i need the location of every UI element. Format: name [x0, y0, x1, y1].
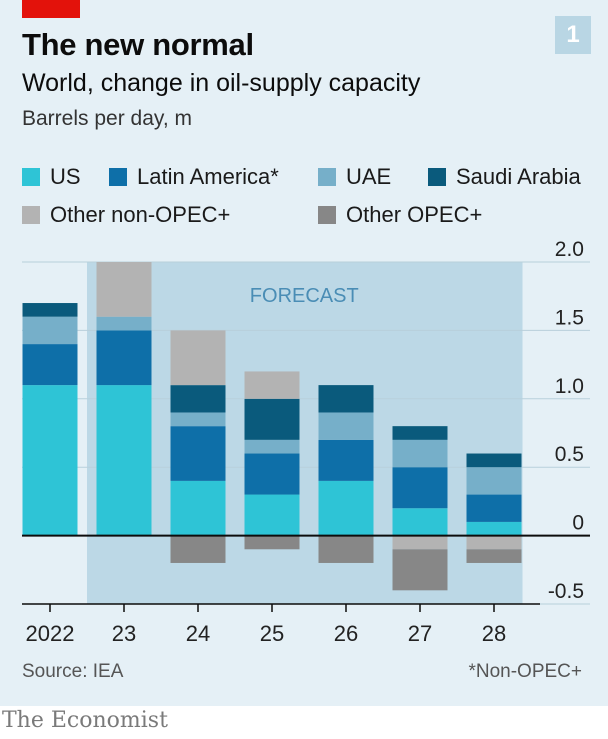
- y-tick-label: -0.5: [548, 580, 584, 603]
- bar-segment: [22, 344, 78, 386]
- bar-segment: [318, 480, 374, 536]
- legend-label: Other non-OPEC+: [50, 202, 231, 227]
- bar-segment: [466, 535, 522, 550]
- x-tick-label: 28: [482, 621, 506, 646]
- bar-segment: [318, 535, 374, 563]
- y-tick-label: 0: [572, 512, 584, 535]
- source-note: Source: IEA: [22, 661, 124, 682]
- bar-segment: [466, 467, 522, 495]
- bar-segment: [244, 439, 300, 454]
- legend-label: Latin America*: [137, 164, 279, 189]
- x-tick-label: 2022: [26, 621, 75, 646]
- legend-label: Other OPEC+: [346, 202, 483, 227]
- bar-segment: [170, 480, 226, 536]
- bar-segment: [318, 385, 374, 413]
- bar-segment: [170, 385, 226, 413]
- legend-swatch: [109, 168, 127, 186]
- bar-segment: [170, 412, 226, 427]
- bar-segment: [170, 535, 226, 563]
- y-tick-label: 1.0: [555, 375, 584, 398]
- legend-swatch: [428, 168, 446, 186]
- bar-segment: [244, 371, 300, 399]
- legend-item-other-non-opec: Other non-OPEC+: [22, 202, 230, 228]
- x-tick-label: 27: [408, 621, 432, 646]
- bar-segment: [96, 385, 152, 536]
- bar-segment: [22, 316, 78, 345]
- chart-unit-label: Barrels per day, m: [22, 107, 192, 130]
- legend-item-other-opec: Other OPEC+: [318, 202, 482, 228]
- stacked-bar-chart: FORECAST 2.0 1.5 1.0 0.5 0 -0.5 2022 23 24 25 26 27 2…: [22, 238, 590, 646]
- bar-segment: [318, 439, 374, 481]
- legend-item-uae: UAE: [318, 164, 391, 190]
- bar-segment: [96, 316, 152, 331]
- bar-segment: [244, 398, 300, 440]
- bar-segment: [392, 426, 448, 440]
- bar-segment: [392, 535, 448, 550]
- chart-panel: The new normal 1 World, change in oil-su…: [0, 0, 608, 706]
- bar-segment: [170, 426, 226, 481]
- chart-number-badge: 1: [555, 16, 591, 54]
- x-tick-label: 25: [260, 621, 284, 646]
- y-tick-label: 2.0: [555, 238, 584, 261]
- bar-segment: [170, 330, 226, 386]
- legend-label: Saudi Arabia: [456, 164, 581, 189]
- bar-segment: [466, 549, 522, 563]
- footnote: *Non-OPEC+: [468, 661, 582, 682]
- bar-segment: [392, 508, 448, 536]
- legend-label: US: [50, 164, 81, 189]
- x-tick-label: 24: [186, 621, 210, 646]
- forecast-label: FORECAST: [250, 285, 359, 307]
- y-tick-label: 1.5: [555, 306, 584, 329]
- bar-segment: [318, 412, 374, 440]
- legend-swatch: [22, 206, 40, 224]
- legend-item-us: US: [22, 164, 81, 190]
- bar-segment: [96, 262, 152, 317]
- legend-item-saudi-arabia: Saudi Arabia: [428, 164, 581, 190]
- chart-subtitle: World, change in oil-supply capacity: [22, 69, 421, 97]
- x-tick-label: 26: [334, 621, 358, 646]
- legend-swatch: [22, 168, 40, 186]
- bar-segment: [96, 330, 152, 386]
- chart-title: The new normal: [22, 27, 254, 62]
- bar-segment: [22, 303, 78, 317]
- bar-segment: [244, 453, 300, 495]
- bar-segment: [244, 535, 300, 550]
- legend-item-latin-america: Latin America*: [109, 164, 279, 190]
- forecast-shading: [87, 262, 523, 604]
- legend-swatch: [318, 168, 336, 186]
- y-tick-label: 0.5: [555, 443, 584, 466]
- legend-swatch: [318, 206, 336, 224]
- bar-segment: [244, 494, 300, 536]
- bar-segment: [466, 494, 522, 522]
- legend-label: UAE: [346, 164, 392, 189]
- bar-segment: [392, 439, 448, 468]
- bar-segment: [392, 549, 448, 591]
- bar-segment: [466, 453, 522, 468]
- x-tick-label: 23: [112, 621, 136, 646]
- bar-segment: [392, 467, 448, 509]
- publisher-brand: The Economist: [2, 708, 168, 733]
- bar-segment: [22, 385, 78, 536]
- brand-red-bar: [22, 0, 80, 18]
- bar-segment: [466, 521, 522, 536]
